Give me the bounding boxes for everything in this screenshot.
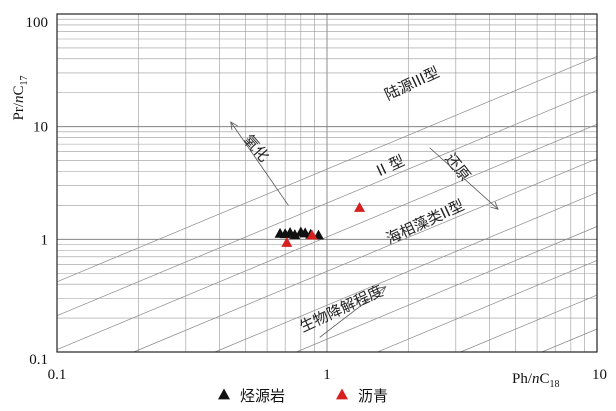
arrow-head [377,286,387,295]
reference-line [214,192,598,353]
annotation-label: 还原 [441,150,474,185]
y-tick-label: 10 [33,120,48,136]
arrow-shaft [230,121,289,206]
y-tick-label: 100 [26,15,49,31]
annotations: 陆源III型氧化II 型还原海相藻类II型生物降解程度 [240,63,475,336]
grid [56,14,597,353]
arrow [429,147,499,210]
axis-title-sub: 18 [550,379,560,390]
data-point [281,236,293,247]
annotation-label: 陆源III型 [382,63,442,104]
arrow [230,121,289,206]
data-point [354,201,366,212]
tick-labels: 0.1 1 10 0.1 1 10 100 [26,15,608,383]
arrows [230,121,499,338]
annotation-label: II 型 [374,152,408,180]
y-tick-label: 0.1 [29,352,48,368]
arrow-shaft [429,147,499,210]
reference-line [541,328,598,353]
arrow-head [490,201,499,210]
annotation-label: 海相藻类II型 [383,196,467,248]
x-tick-label: 1 [323,367,331,383]
reference-line [56,123,598,350]
x-tick-label: 10 [592,367,607,383]
reference-line [133,158,598,353]
reference-line [460,294,598,353]
series-points [274,226,324,240]
reference-line [56,56,598,283]
data-point [306,229,318,240]
legend: 烃源岩 沥青 [218,387,388,405]
arrow-shaft [319,286,386,338]
axis-title-base: C [540,371,550,387]
annotation-label: 生物降解程度 [297,282,386,336]
reference-lines [56,56,598,353]
arrow [319,286,387,338]
reference-line [377,260,598,353]
axis-title-main: Pr/ [11,102,27,120]
axis-title-italic: n [11,96,27,104]
y-tick-label: 1 [41,232,49,248]
legend-label: 烃源岩 [240,387,285,405]
legend-marker [218,388,230,400]
data-point [289,229,301,240]
x-axis-title: Ph/nC18 [512,371,560,390]
reference-line [296,226,598,353]
data-points [274,201,366,247]
series-points [281,201,366,247]
arrow-head [230,121,238,130]
axis-title-sub: 17 [19,75,30,85]
legend-marker [336,388,348,400]
x-tick-label: 0.1 [48,367,67,383]
axis-title-base: C [11,85,27,95]
reference-line [56,90,598,317]
axis-title-italic: n [532,371,540,387]
axis-title-main: Ph/ [512,371,533,387]
plot-frame [56,13,598,353]
legend-label: 沥青 [358,387,388,405]
y-axis-title: Pr/nC17 [11,75,30,120]
